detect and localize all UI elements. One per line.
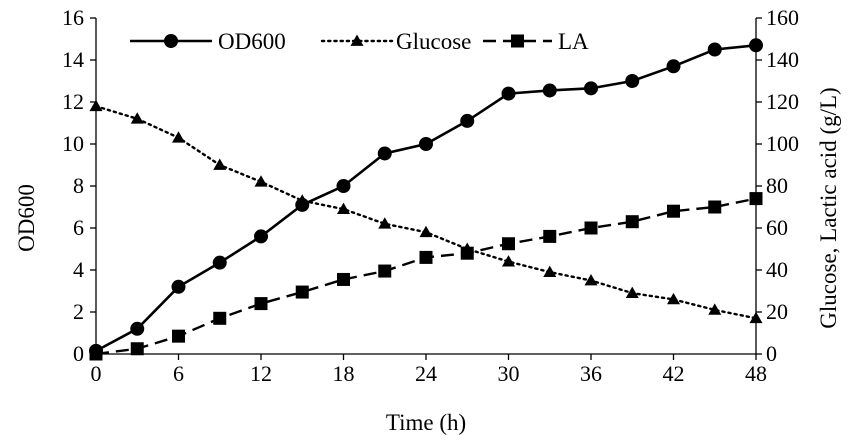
x-tick-label: 6 (173, 361, 184, 386)
data-point-la (460, 246, 474, 260)
data-point-glucose (337, 202, 350, 214)
x-tick-label: 18 (333, 361, 355, 386)
data-point-glucose (502, 255, 515, 267)
right-y-tick-label: 80 (766, 173, 788, 198)
x-tick-label: 36 (580, 361, 602, 386)
data-point-la (89, 347, 103, 361)
data-point-glucose (584, 274, 598, 286)
data-point-od600 (460, 113, 475, 128)
left-y-tick-label: 10 (62, 131, 84, 156)
series-glucose (89, 99, 763, 324)
x-tick-label: 24 (415, 361, 437, 386)
legend: OD600 Glucose LA (130, 29, 589, 54)
data-point-glucose (130, 112, 144, 124)
data-point-la (337, 272, 350, 286)
series-line-od600 (95, 44, 757, 352)
data-point-la (749, 192, 763, 206)
legend-marker-od600 (164, 34, 178, 48)
legend-label-glucose: Glucose (396, 29, 471, 54)
data-point-la (130, 342, 144, 356)
data-point-od600 (171, 279, 186, 294)
data-point-glucose (543, 265, 557, 277)
right-y-tick-label: 20 (766, 299, 788, 324)
legend-marker-glucose (350, 34, 364, 46)
left-y-tick-label: 2 (73, 299, 84, 324)
data-point-glucose (295, 194, 309, 206)
left-y-tick-label: 16 (62, 5, 84, 30)
axes: 0 6 12 18 24 30 36 42 48024681012141602040608010… (62, 5, 799, 386)
data-point-od600 (377, 146, 392, 161)
left-y-tick-label: 0 (73, 341, 84, 366)
data-point-la (543, 229, 557, 243)
data-point-la (625, 215, 639, 229)
series-la (89, 192, 763, 361)
right-y-tick-label: 40 (766, 257, 788, 282)
right-y-tick-label: 140 (766, 47, 799, 72)
x-tick-label: 12 (250, 361, 272, 386)
data-point-la (419, 250, 433, 264)
left-y-tick-label: 4 (73, 257, 84, 282)
left-y-tick-label: 6 (73, 215, 84, 240)
data-point-glucose (749, 311, 763, 324)
data-point-od600 (336, 179, 351, 193)
right-y-tick-label: 120 (766, 89, 799, 114)
data-point-la (254, 297, 268, 311)
series-layer (89, 38, 763, 361)
data-point-od600 (749, 38, 763, 53)
data-point-la (502, 237, 515, 251)
data-point-od600 (666, 59, 681, 74)
legend-item-glucose: Glucose (320, 29, 471, 54)
left-y-tick-label: 14 (62, 47, 84, 72)
left-y-tick-label: 12 (62, 89, 84, 114)
legend-label-la: LA (558, 29, 589, 54)
data-point-glucose (708, 303, 722, 315)
data-point-od600 (130, 321, 145, 336)
data-point-la (708, 200, 722, 214)
data-point-la (378, 264, 392, 278)
left-y-tick-label: 8 (73, 173, 84, 198)
right-y-tick-label: 100 (766, 131, 799, 156)
data-point-la (667, 204, 680, 218)
legend-marker-la (511, 34, 524, 48)
data-point-glucose (419, 225, 433, 238)
data-point-od600 (707, 42, 722, 57)
data-point-od600 (501, 86, 516, 101)
data-point-glucose (89, 99, 103, 112)
data-point-od600 (584, 81, 598, 96)
data-point-la (584, 221, 598, 235)
data-point-od600 (542, 83, 557, 98)
right-y-tick-label: 160 (766, 5, 799, 30)
x-tick-label: 0 (91, 361, 102, 386)
right-y-tick-label: 0 (766, 341, 777, 366)
x-tick-label: 48 (745, 361, 767, 386)
data-point-la (213, 311, 227, 325)
legend-item-od600: OD600 (130, 29, 286, 54)
x-tick-label: 30 (498, 361, 520, 386)
data-point-od600 (625, 74, 640, 88)
data-point-od600 (419, 137, 433, 151)
data-point-la (172, 329, 185, 343)
x-axis-title: Time (h) (386, 410, 466, 435)
data-point-glucose (213, 158, 227, 170)
right-axis-title: Glucose, Lactic acid (g/L) (816, 87, 841, 328)
right-y-tick-label: 60 (766, 215, 788, 240)
data-point-od600 (212, 255, 227, 270)
left-axis-title: OD600 (14, 184, 39, 252)
data-point-glucose (667, 292, 680, 305)
data-point-glucose (254, 175, 268, 187)
x-tick-label: 42 (663, 361, 685, 386)
series-od600 (89, 38, 763, 358)
legend-label-od600: OD600 (218, 29, 286, 54)
data-point-glucose (378, 217, 392, 229)
data-point-glucose (172, 131, 185, 143)
data-point-glucose (625, 286, 639, 298)
data-point-od600 (254, 229, 268, 244)
data-point-la (295, 285, 309, 299)
legend-item-la: LA (483, 29, 589, 54)
